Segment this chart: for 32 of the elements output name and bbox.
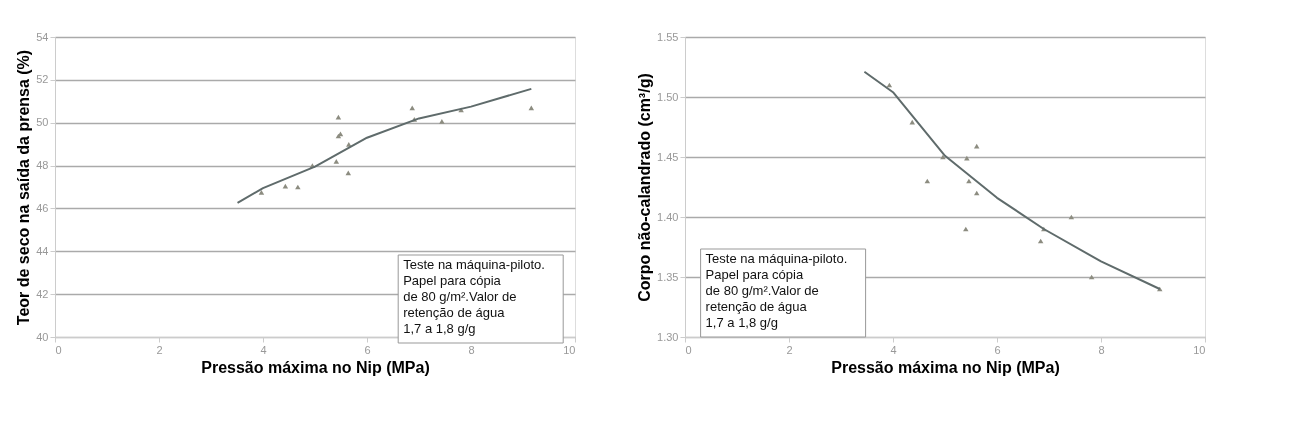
x-tick-label: 2: [786, 343, 793, 356]
y-tick-label: 1.55: [657, 30, 679, 43]
x-tick-label: 2: [156, 343, 163, 356]
y-tick-label: 54: [36, 30, 49, 43]
y-axis-title: Teor de seco na saída da prensa (%): [15, 49, 33, 326]
x-tick-label: 10: [1193, 343, 1206, 356]
y-tick-label: 1.50: [657, 90, 679, 103]
x-tick-label: 10: [563, 343, 576, 356]
y-tick-label: 1.30: [657, 330, 679, 343]
annotation: Teste na máquina-piloto. Papel para cópia de 80 g/m².Valor de retenção de água 1,7 a 1,8 g/g: [403, 257, 545, 336]
x-tick-label: 4: [260, 343, 267, 356]
annotation: Teste na máquina-piloto. Papel para cópia de 80 g/m².Valor de retenção de água 1,7 a 1,8 g/g: [705, 251, 848, 330]
y-axis-title: Corpo não-calandrado (cm³/g): [636, 73, 654, 302]
x-tick-label: 8: [1098, 343, 1105, 356]
y-tick-label: 44: [36, 244, 49, 257]
y-tick-label: 40: [36, 330, 49, 343]
x-tick-label: 4: [890, 343, 897, 356]
x-tick-label: 0: [685, 343, 692, 356]
y-tick-label: 1.45: [657, 150, 679, 163]
y-tick-label: 42: [36, 287, 49, 300]
x-tick-label: 0: [55, 343, 62, 356]
x-axis-title: Pressão máxima no Nip (MPa): [831, 358, 1060, 376]
x-tick-label: 6: [994, 343, 1001, 356]
y-tick-label: 52: [36, 73, 49, 86]
x-axis-title: Pressão máxima no Nip (MPa): [201, 358, 430, 376]
y-tick-label: 1.35: [657, 270, 679, 283]
y-tick-label: 1.40: [657, 210, 679, 223]
y-tick-label: 46: [36, 201, 49, 214]
y-tick-label: 48: [36, 159, 49, 172]
x-tick-label: 8: [468, 343, 475, 356]
y-tick-label: 50: [36, 116, 49, 129]
x-tick-label: 6: [364, 343, 371, 356]
